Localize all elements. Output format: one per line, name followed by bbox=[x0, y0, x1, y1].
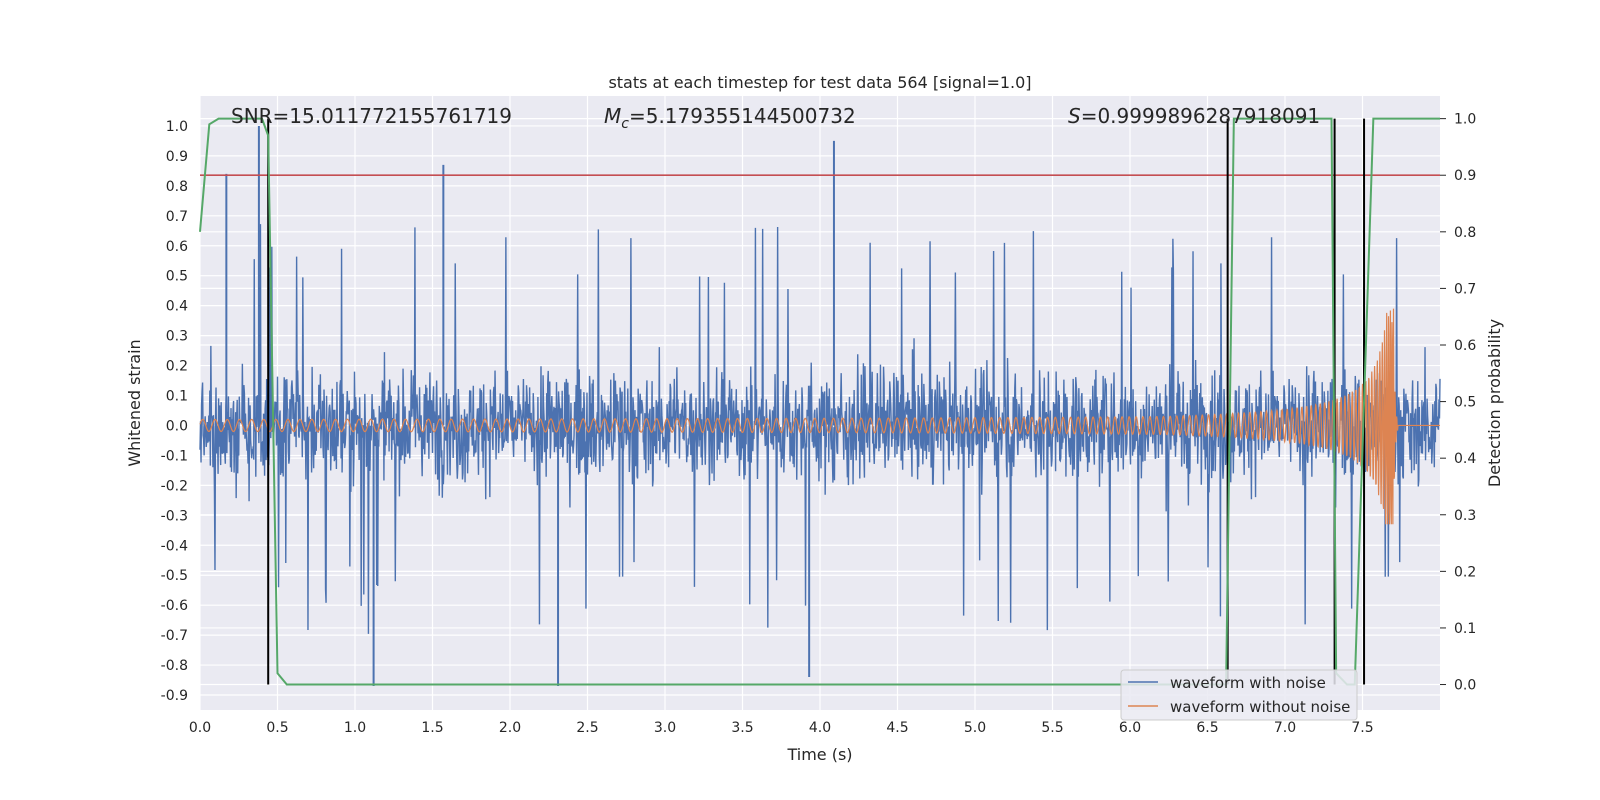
x-tick-label: 4.5 bbox=[886, 720, 908, 736]
y-tick-label-left: -0.8 bbox=[161, 658, 188, 674]
y-tick-label-left: -0.6 bbox=[161, 598, 188, 614]
y-tick-label-left: 0.9 bbox=[166, 149, 188, 165]
y-tick-label-left: 0.1 bbox=[166, 389, 188, 405]
x-tick-label: 1.5 bbox=[421, 720, 443, 736]
y-tick-label-left: -0.9 bbox=[161, 688, 188, 704]
y-tick-label-left: 0.0 bbox=[166, 418, 188, 434]
y-tick-label-right: 0.7 bbox=[1454, 281, 1476, 297]
y-tick-label-left: 1.0 bbox=[166, 119, 188, 135]
y-tick-label-left: -0.5 bbox=[161, 568, 188, 584]
x-tick-label: 6.5 bbox=[1196, 720, 1218, 736]
y-tick-label-right: 0.9 bbox=[1454, 168, 1476, 184]
y-tick-label-left: -0.3 bbox=[161, 508, 188, 524]
x-tick-label: 5.0 bbox=[964, 720, 986, 736]
series-clean-line bbox=[199, 308, 1440, 525]
s-symbol: S bbox=[1068, 104, 1081, 128]
y-tick-label-right: 1.0 bbox=[1454, 112, 1476, 128]
x-tick-label: 5.5 bbox=[1041, 720, 1063, 736]
y-tick-label-right: 0.4 bbox=[1454, 451, 1476, 467]
y-tick-label-left: 0.8 bbox=[166, 179, 188, 195]
y-tick-label-left: -0.7 bbox=[161, 628, 188, 644]
y-tick-label-left: -0.1 bbox=[161, 448, 188, 464]
x-tick-label: 7.5 bbox=[1351, 720, 1373, 736]
snr-annotation: SNR=15.011772155761719 bbox=[231, 104, 512, 128]
series-layer bbox=[199, 125, 1441, 687]
y-tick-label-right: 0.3 bbox=[1454, 508, 1476, 524]
x-tick-label: 4.0 bbox=[809, 720, 831, 736]
x-tick-label: 3.5 bbox=[731, 720, 753, 736]
y-tick-label-right: 0.6 bbox=[1454, 338, 1476, 354]
mc-annotation: Mc=5.179355144500732 bbox=[604, 104, 856, 132]
x-tick-label: 1.0 bbox=[344, 720, 366, 736]
y-tick-label-left: 0.6 bbox=[166, 239, 188, 255]
mc-symbol: M bbox=[604, 104, 621, 128]
x-axis-label: Time (s) bbox=[786, 745, 852, 764]
y-tick-label-left: 0.5 bbox=[166, 269, 188, 285]
y-tick-label-left: 0.7 bbox=[166, 209, 188, 225]
mc-value: =5.179355144500732 bbox=[629, 104, 856, 128]
x-tick-label: 3.0 bbox=[654, 720, 676, 736]
x-tick-label: 0.0 bbox=[189, 720, 211, 736]
mc-subscript: c bbox=[621, 116, 629, 132]
ticks: 0.0 0.5 1.0 1.5 2.0 2.5 3.0 3.5 4.0 4.5 5.0 5.5 6.0 6… bbox=[161, 112, 1477, 736]
x-tick-label: 7.0 bbox=[1274, 720, 1296, 736]
s-value: =0.9999896287918091 bbox=[1081, 104, 1320, 128]
y-tick-label-left: -0.4 bbox=[161, 538, 188, 554]
x-tick-label: 2.0 bbox=[499, 720, 521, 736]
y-axis-label-right: Detection probability bbox=[1485, 319, 1504, 487]
y-tick-label-left: 0.2 bbox=[166, 359, 188, 375]
y-tick-label-left: -0.2 bbox=[161, 478, 188, 494]
series-noise-line bbox=[199, 224, 1441, 634]
x-tick-label: 6.0 bbox=[1119, 720, 1141, 736]
legend: waveform with noise waveform without noi… bbox=[1120, 669, 1358, 721]
y-tick-label-right: 0.8 bbox=[1454, 225, 1476, 241]
y-tick-label-left: 0.4 bbox=[166, 299, 188, 315]
y-axis-label-left: Whitened strain bbox=[125, 339, 144, 466]
y-tick-label-right: 0.1 bbox=[1454, 621, 1476, 637]
legend-box bbox=[1120, 669, 1358, 721]
x-tick-label: 0.5 bbox=[266, 720, 288, 736]
legend-label-noise: waveform with noise bbox=[1170, 674, 1326, 692]
y-tick-label-right: 0.2 bbox=[1454, 564, 1476, 580]
x-tick-label: 2.5 bbox=[576, 720, 598, 736]
y-tick-label-right: 0.5 bbox=[1454, 395, 1476, 411]
legend-label-clean: waveform without noise bbox=[1170, 698, 1350, 716]
y-tick-label-left: 0.3 bbox=[166, 329, 188, 345]
y-tick-label-right: 0.0 bbox=[1454, 678, 1476, 694]
chart-title: stats at each timestep for test data 564… bbox=[608, 73, 1031, 92]
s-annotation: S=0.9999896287918091 bbox=[1068, 104, 1320, 128]
